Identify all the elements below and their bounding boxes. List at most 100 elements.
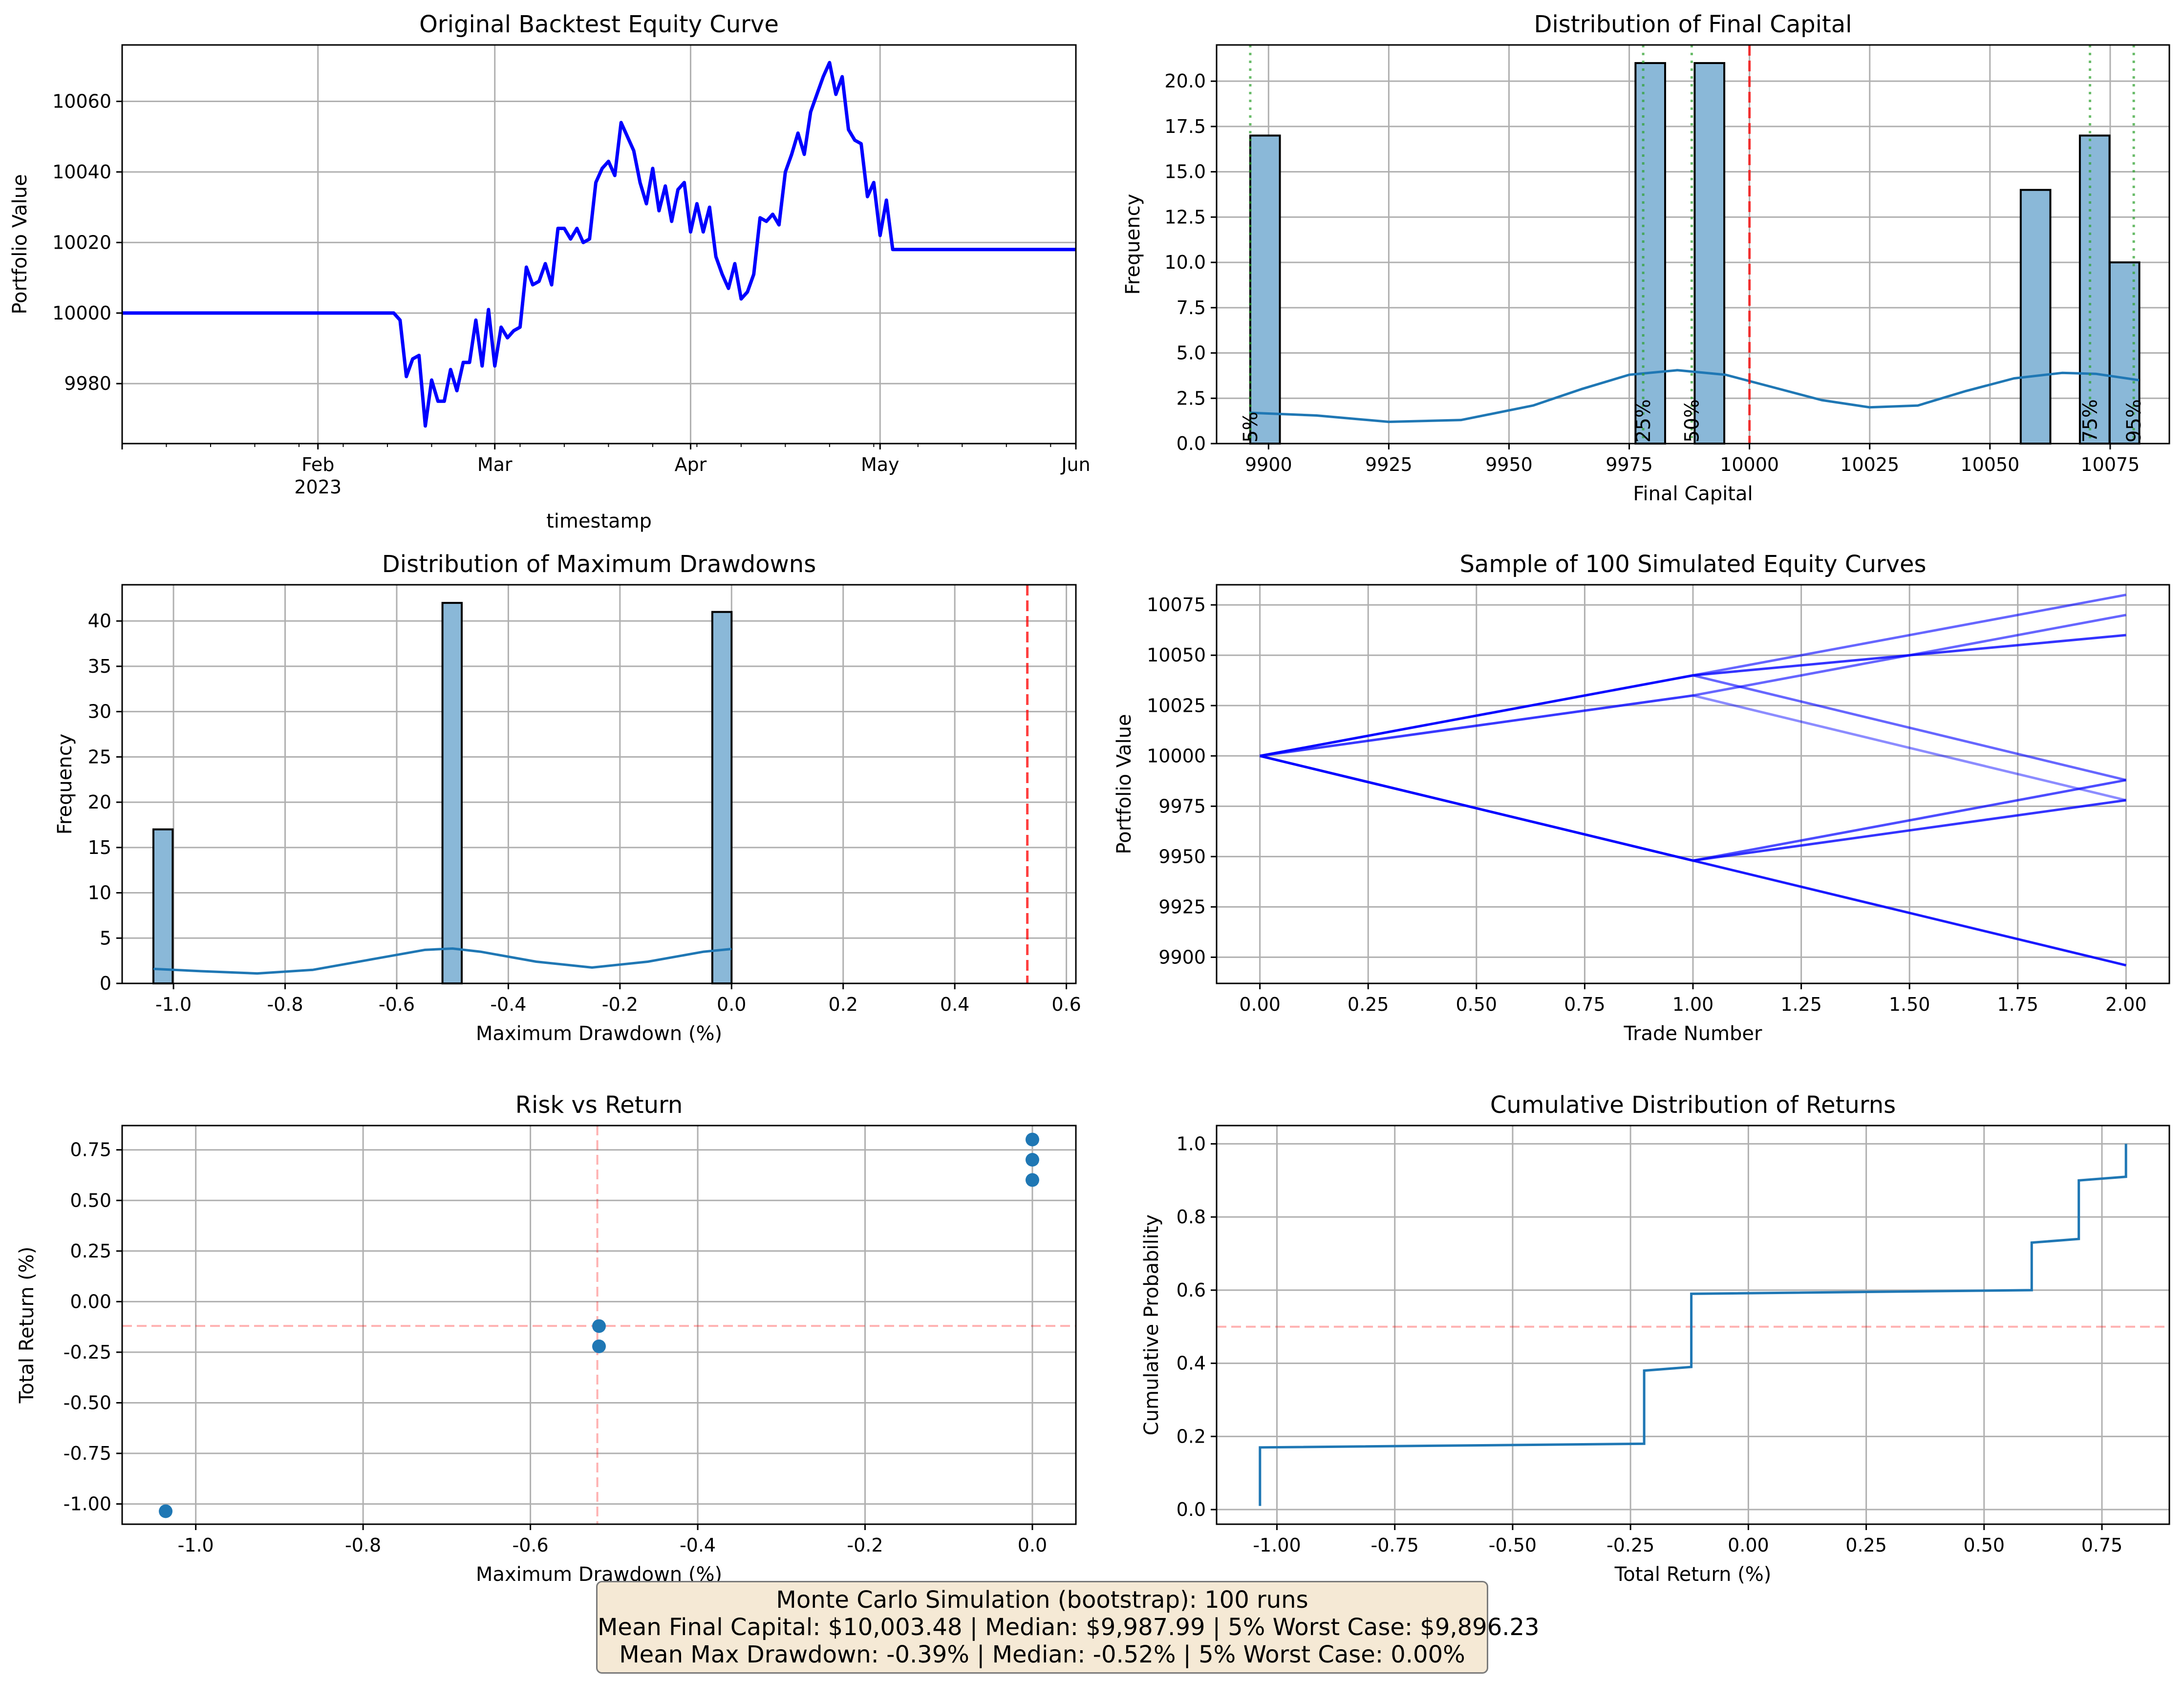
scatter-point — [1025, 1153, 1039, 1167]
y-tick-label: 0.6 — [1177, 1279, 1206, 1301]
x-tick-label: -1.0 — [178, 1534, 214, 1556]
x-tick-label: Jun — [1060, 454, 1090, 475]
histogram-bar — [1634, 62, 1667, 445]
summary-line-1: Monte Carlo Simulation (bootstrap): 100 … — [776, 1586, 1308, 1614]
y-tick-label: 9900 — [1158, 946, 1206, 968]
x-tick-label: 1.50 — [1889, 994, 1930, 1015]
y-tick-label: 15 — [88, 837, 111, 858]
histogram-bar — [1249, 134, 1281, 445]
y-tick-label: 0.4 — [1177, 1353, 1206, 1374]
x-tick-label: -0.8 — [267, 994, 303, 1015]
panel-risk_return: Risk vs Return -1.00 -0.75 -0.50 -0.25 0.00 0.… — [16, 1091, 1077, 1586]
y-tick-label: 0.0 — [1177, 1499, 1206, 1520]
x-tick-label: 10025 — [1840, 454, 1899, 475]
x-tick-label: 0.2 — [828, 994, 857, 1015]
x-tick-label: 0.0 — [717, 994, 746, 1015]
y-tick-label: 7.5 — [1177, 297, 1206, 319]
scatter-point — [592, 1319, 606, 1333]
y-tick-label: -0.50 — [64, 1392, 111, 1413]
y-tick-label: 9975 — [1158, 795, 1206, 817]
histogram-bar — [441, 602, 463, 985]
y-tick-label: 0.75 — [70, 1139, 111, 1161]
y-tick-label: 5.0 — [1177, 342, 1206, 364]
x-tick-label: 10050 — [1960, 454, 2019, 475]
y-tick-label: 0.25 — [70, 1240, 111, 1262]
x-tick-label: 0.50 — [1964, 1534, 2005, 1556]
histogram-bar — [2019, 189, 2052, 445]
x-tick-label: 0.75 — [2081, 1534, 2123, 1556]
x-tick-label: 0.0 — [1018, 1534, 1047, 1556]
x-tick-label: -0.75 — [1371, 1534, 1419, 1556]
y-tick-label: 10000 — [1147, 745, 1206, 766]
x-tick-label: -1.0 — [155, 994, 192, 1015]
x-tick-label: -0.50 — [1489, 1534, 1537, 1556]
x-tick-label: 9950 — [1485, 454, 1533, 475]
x-tick-label: May — [861, 454, 899, 475]
panel-final_capital: Distribution of Final Capital 0.0 2.5 5.0 7.… — [1122, 11, 2170, 505]
y-axis-label: Frequency — [1122, 194, 1144, 295]
simulated-curve — [1260, 614, 2126, 757]
y-tick-label: 25 — [88, 746, 111, 767]
axes-frame — [121, 584, 1077, 984]
y-tick-label: 20 — [88, 791, 111, 813]
chart-title: Distribution of Final Capital — [1534, 11, 1852, 38]
y-tick-label: 40 — [88, 610, 111, 632]
equity-line — [122, 61, 1076, 428]
axes-frame — [1216, 584, 2170, 984]
scatter-point — [159, 1504, 173, 1518]
y-tick-label: 0 — [100, 973, 111, 994]
grid-max_drawdown — [122, 585, 1076, 984]
chart-title: Original Backtest Equity Curve — [419, 11, 779, 38]
y-tick-label: 10075 — [1147, 594, 1206, 616]
x-tick-label: 1.75 — [1997, 994, 2038, 1015]
y-tick-label: 35 — [88, 656, 111, 677]
y-tick-label: 2.5 — [1177, 387, 1206, 409]
summary-box: Monte Carlo Simulation (bootstrap): 100 … — [596, 1581, 1540, 1674]
y-tick-label: 0.00 — [70, 1291, 111, 1312]
percentile-label: 5% — [1240, 412, 1262, 443]
simulated-curve — [1260, 754, 2126, 967]
simulated-curve — [1260, 674, 2126, 782]
y-tick-label: 20.0 — [1164, 70, 1206, 92]
scatter-point — [592, 1339, 606, 1353]
y-tick-label: -0.75 — [64, 1443, 111, 1464]
histogram-bar — [152, 828, 174, 985]
y-tick-label: -0.25 — [64, 1341, 111, 1363]
chart-title: Cumulative Distribution of Returns — [1490, 1091, 1896, 1119]
y-tick-label: 9950 — [1158, 846, 1206, 867]
summary-line-3: Mean Max Drawdown: -0.39% | Median: -0.5… — [619, 1641, 1465, 1668]
chart-title: Risk vs Return — [515, 1091, 683, 1119]
summary-line-2: Mean Final Capital: $10,003.48 | Median:… — [598, 1614, 1540, 1641]
grid-cdf — [1217, 1126, 2169, 1524]
y-tick-label: 9980 — [64, 373, 111, 394]
axes-frame — [1216, 1125, 2170, 1525]
x-tick-label: -0.4 — [680, 1534, 716, 1556]
y-tick-label: 0.50 — [70, 1190, 111, 1211]
y-tick-label: 10040 — [52, 161, 111, 183]
x-tick-label: Feb — [301, 454, 334, 475]
x-axis-label: Total Return (%) — [1614, 1563, 1772, 1586]
x-axis-label: Trade Number — [1624, 1022, 1762, 1045]
y-tick-label: 10025 — [1147, 695, 1206, 716]
x-tick-label: -1.00 — [1253, 1534, 1301, 1556]
y-tick-label: 0.2 — [1177, 1426, 1206, 1447]
scatter-point — [1025, 1173, 1039, 1187]
x-tick-label: 0.6 — [1051, 994, 1081, 1015]
x-tick-label: 0.75 — [1564, 994, 1606, 1015]
x-axis-label: Maximum Drawdown (%) — [476, 1022, 722, 1045]
x-tick-label: 0.00 — [1239, 994, 1281, 1015]
axes-frame — [121, 1125, 1077, 1525]
axes-frame — [1216, 44, 2170, 445]
panel-simulated_curves: Sample of 100 Simulated Equity Curves 990… — [1113, 551, 2170, 1045]
y-axis-label: Cumulative Probability — [1140, 1214, 1163, 1435]
plot-area-final_capital: 5% 25% 50% 75% 95% — [1240, 45, 2145, 445]
x-tick-label: 9900 — [1245, 454, 1292, 475]
axes-frame — [121, 44, 1077, 445]
y-tick-label: 30 — [88, 701, 111, 723]
y-tick-label: 15.0 — [1164, 161, 1206, 183]
x-tick-sublabel: 2023 — [294, 476, 342, 498]
x-axis-label: Final Capital — [1633, 483, 1753, 505]
x-tick-label: 10000 — [1720, 454, 1779, 475]
y-tick-label: 12.5 — [1164, 206, 1206, 228]
